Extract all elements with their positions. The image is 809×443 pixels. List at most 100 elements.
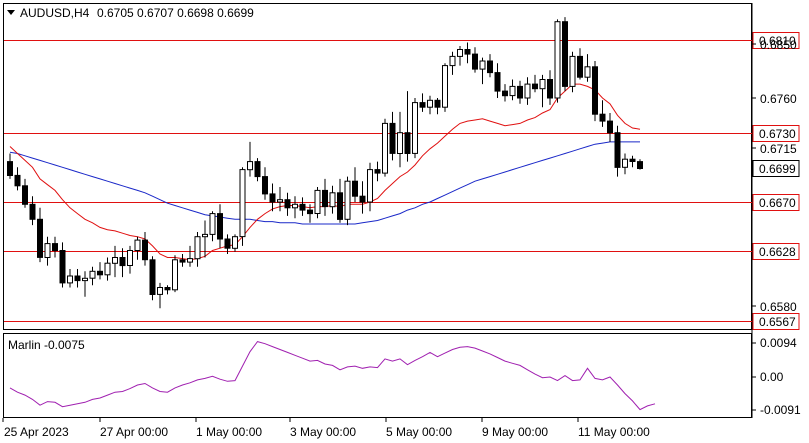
time-axis-label: 1 May 00:00 [196,425,262,439]
candle-body-bull [247,161,253,171]
candle-body-bear [284,199,291,209]
current-price-tag: 0.6699 [752,160,800,177]
time-axis-label: 27 Apr 00:00 [100,425,168,439]
candle [584,54,591,82]
price-axis: 0.6850 0.6760 0.6715 0.6580 [752,38,797,314]
candle-body-bear [299,203,306,211]
candle [82,271,88,297]
time-axis-label: 11 May 00:00 [578,425,650,439]
candle [472,47,478,73]
candle-body-bear [337,192,343,220]
candle-body-bear [307,209,313,215]
candle-body-bear [547,79,553,99]
candle-body-bear [352,180,358,197]
candle [479,57,486,85]
candle-body-bear [502,90,508,97]
candle [614,125,621,177]
candle-body-bear [637,161,643,170]
candle-body-bear [464,49,471,55]
candle [442,63,448,112]
candle [389,111,396,161]
time-axis-label: 3 May 00:00 [290,425,356,439]
candle [29,196,36,226]
candle [119,248,126,278]
candle [419,93,426,112]
candle [554,19,561,103]
candle [89,266,96,286]
candle [194,232,201,267]
symbol-dropdown-icon[interactable] [7,10,15,15]
candle [314,187,321,219]
candle-body-bull [89,270,96,279]
price-axis-label: 0.6760 [760,92,797,106]
candle [157,282,163,309]
candle-body-bull [112,257,118,264]
level-price-label: 0.6670 [759,196,796,210]
candle [374,161,381,182]
candle-body-bull [344,180,351,220]
candle [382,118,388,177]
candle [112,245,118,278]
indicator-axis-label: 0.0094 [760,336,797,350]
candle-body-bear [374,169,381,174]
candle-body-bear [517,85,523,99]
candle-body-bear [97,270,103,276]
candle-body-bear [592,66,598,115]
level-price-tag: 0.6730 [752,125,800,142]
candle-body-bull [509,85,516,97]
candle [539,74,546,108]
candle-body-bull [202,233,208,238]
candle [457,46,463,66]
time-axis-label: 5 May 00:00 [386,425,452,439]
candle [307,204,313,223]
candle-body-bear [472,53,478,70]
candle-body-bull [479,60,486,70]
candle-body-bull [194,236,201,260]
level-price-label: 0.6730 [759,127,796,141]
candle [547,70,553,105]
level-price-label: 0.6628 [759,245,796,259]
candle [344,176,351,226]
candle-body-bull [539,79,546,90]
candle [599,100,606,127]
candle-body-bull [277,199,283,203]
candle [532,74,538,93]
level-price-tag: 0.6670 [752,194,800,211]
candle-body-bear [562,21,568,87]
price-axis-label: 0.6715 [760,142,797,156]
price-tags: 0.6810 0.6730 0.6670 0.6628 0.6567 0.6699 [752,32,800,330]
candle [629,155,636,168]
candle-body-bear [494,72,501,92]
candle [232,234,238,252]
candle [247,141,253,177]
candle [269,183,276,212]
indicator-label: Marlin -0.0075 [8,338,85,352]
marlin-oscillator-line [9,341,656,411]
candle [404,91,411,162]
candle [292,196,298,219]
candle-body-bear [37,218,43,258]
candle-body-bear [224,238,231,249]
candle [97,262,103,280]
candle-body-bull [397,132,403,154]
level-price-tag: 0.6810 [752,32,800,49]
candle [22,178,28,208]
candle-body-bear [59,250,66,284]
candle [509,79,516,101]
candle-body-bear [254,161,261,178]
candle [337,178,343,223]
candle-body-bear [74,275,81,282]
time-axis-label: 25 Apr 2023 [4,425,69,439]
candle-body-bear [322,189,328,208]
candle [254,158,261,182]
candle [127,245,133,274]
candle [202,220,208,258]
candle [52,236,58,258]
candle [434,98,441,115]
candle-body-bear [607,120,613,134]
candle-body-bear [119,257,126,267]
candle [217,204,223,249]
candle [284,192,291,216]
candle [67,269,73,288]
